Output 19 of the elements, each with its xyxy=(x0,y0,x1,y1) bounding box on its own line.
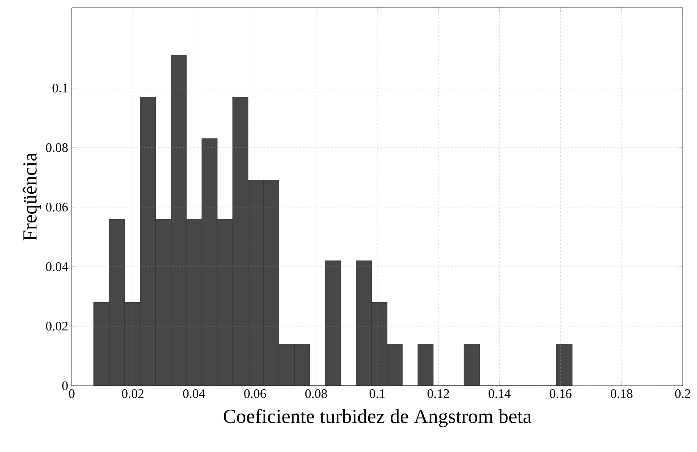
x-tick-label: 0.1 xyxy=(370,390,385,398)
x-tick-label: 0.08 xyxy=(306,390,328,398)
y-tick-label: 0.06 xyxy=(46,203,68,212)
y-axis-title: Freqüência xyxy=(22,153,41,241)
x-axis-title: Coeficiente turbidez de Angstrom beta xyxy=(224,409,532,428)
x-tick-label: 0.02 xyxy=(122,390,144,398)
x-tick-label: 0.16 xyxy=(550,390,572,398)
y-tick-label: 0.1 xyxy=(52,84,68,93)
x-tick-label: 0.18 xyxy=(611,390,633,398)
y-tick-label: 0.08 xyxy=(46,143,68,152)
x-tick-label: 0.06 xyxy=(244,390,266,398)
y-tick-label: 0 xyxy=(62,382,68,390)
x-tick-label: 0.12 xyxy=(428,390,450,398)
x-tick-label: 0.2 xyxy=(675,390,690,398)
x-tick-label: 0.14 xyxy=(488,390,511,398)
x-tick-label: 0 xyxy=(69,390,75,398)
x-tick-label: 0.04 xyxy=(183,390,206,398)
y-tick-label: 0.04 xyxy=(46,262,68,272)
y-tick-label: 0.02 xyxy=(46,322,68,331)
